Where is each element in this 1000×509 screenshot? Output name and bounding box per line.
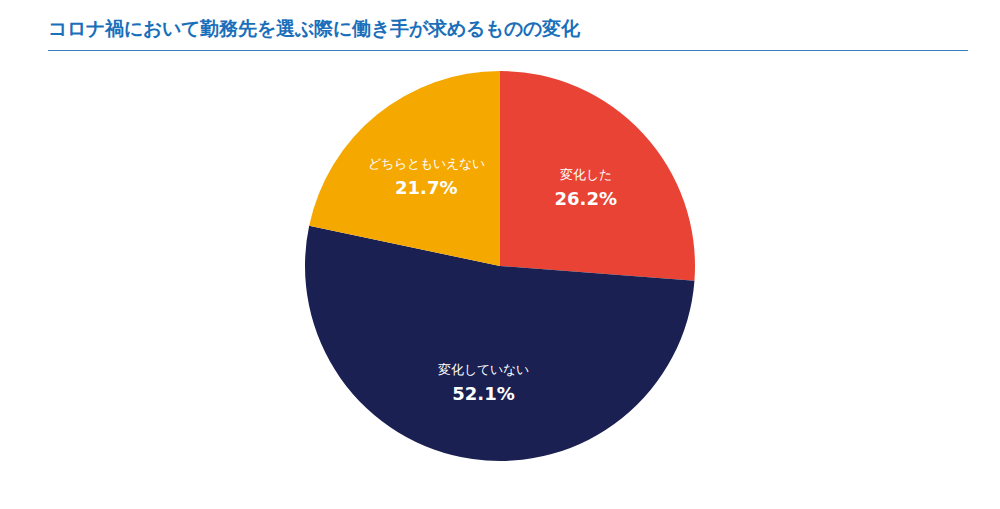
svg-text:52.1%: 52.1%	[452, 383, 514, 404]
html-text:コロナ禍において勤務先を選ぶ際に働き手が求めるものの変化: コロナ禍において勤務先を選ぶ際に働き手が求めるものの変化	[48, 17, 580, 39]
svg-text:どちらともいえない: どちらともいえない	[368, 156, 485, 171]
svg-text:26.2%: 26.2%	[555, 188, 617, 209]
svg-text:21.7%: 21.7%	[395, 177, 457, 198]
svg-text:変化していない: 変化していない	[438, 362, 529, 377]
svg-text:変化した: 変化した	[560, 167, 612, 182]
